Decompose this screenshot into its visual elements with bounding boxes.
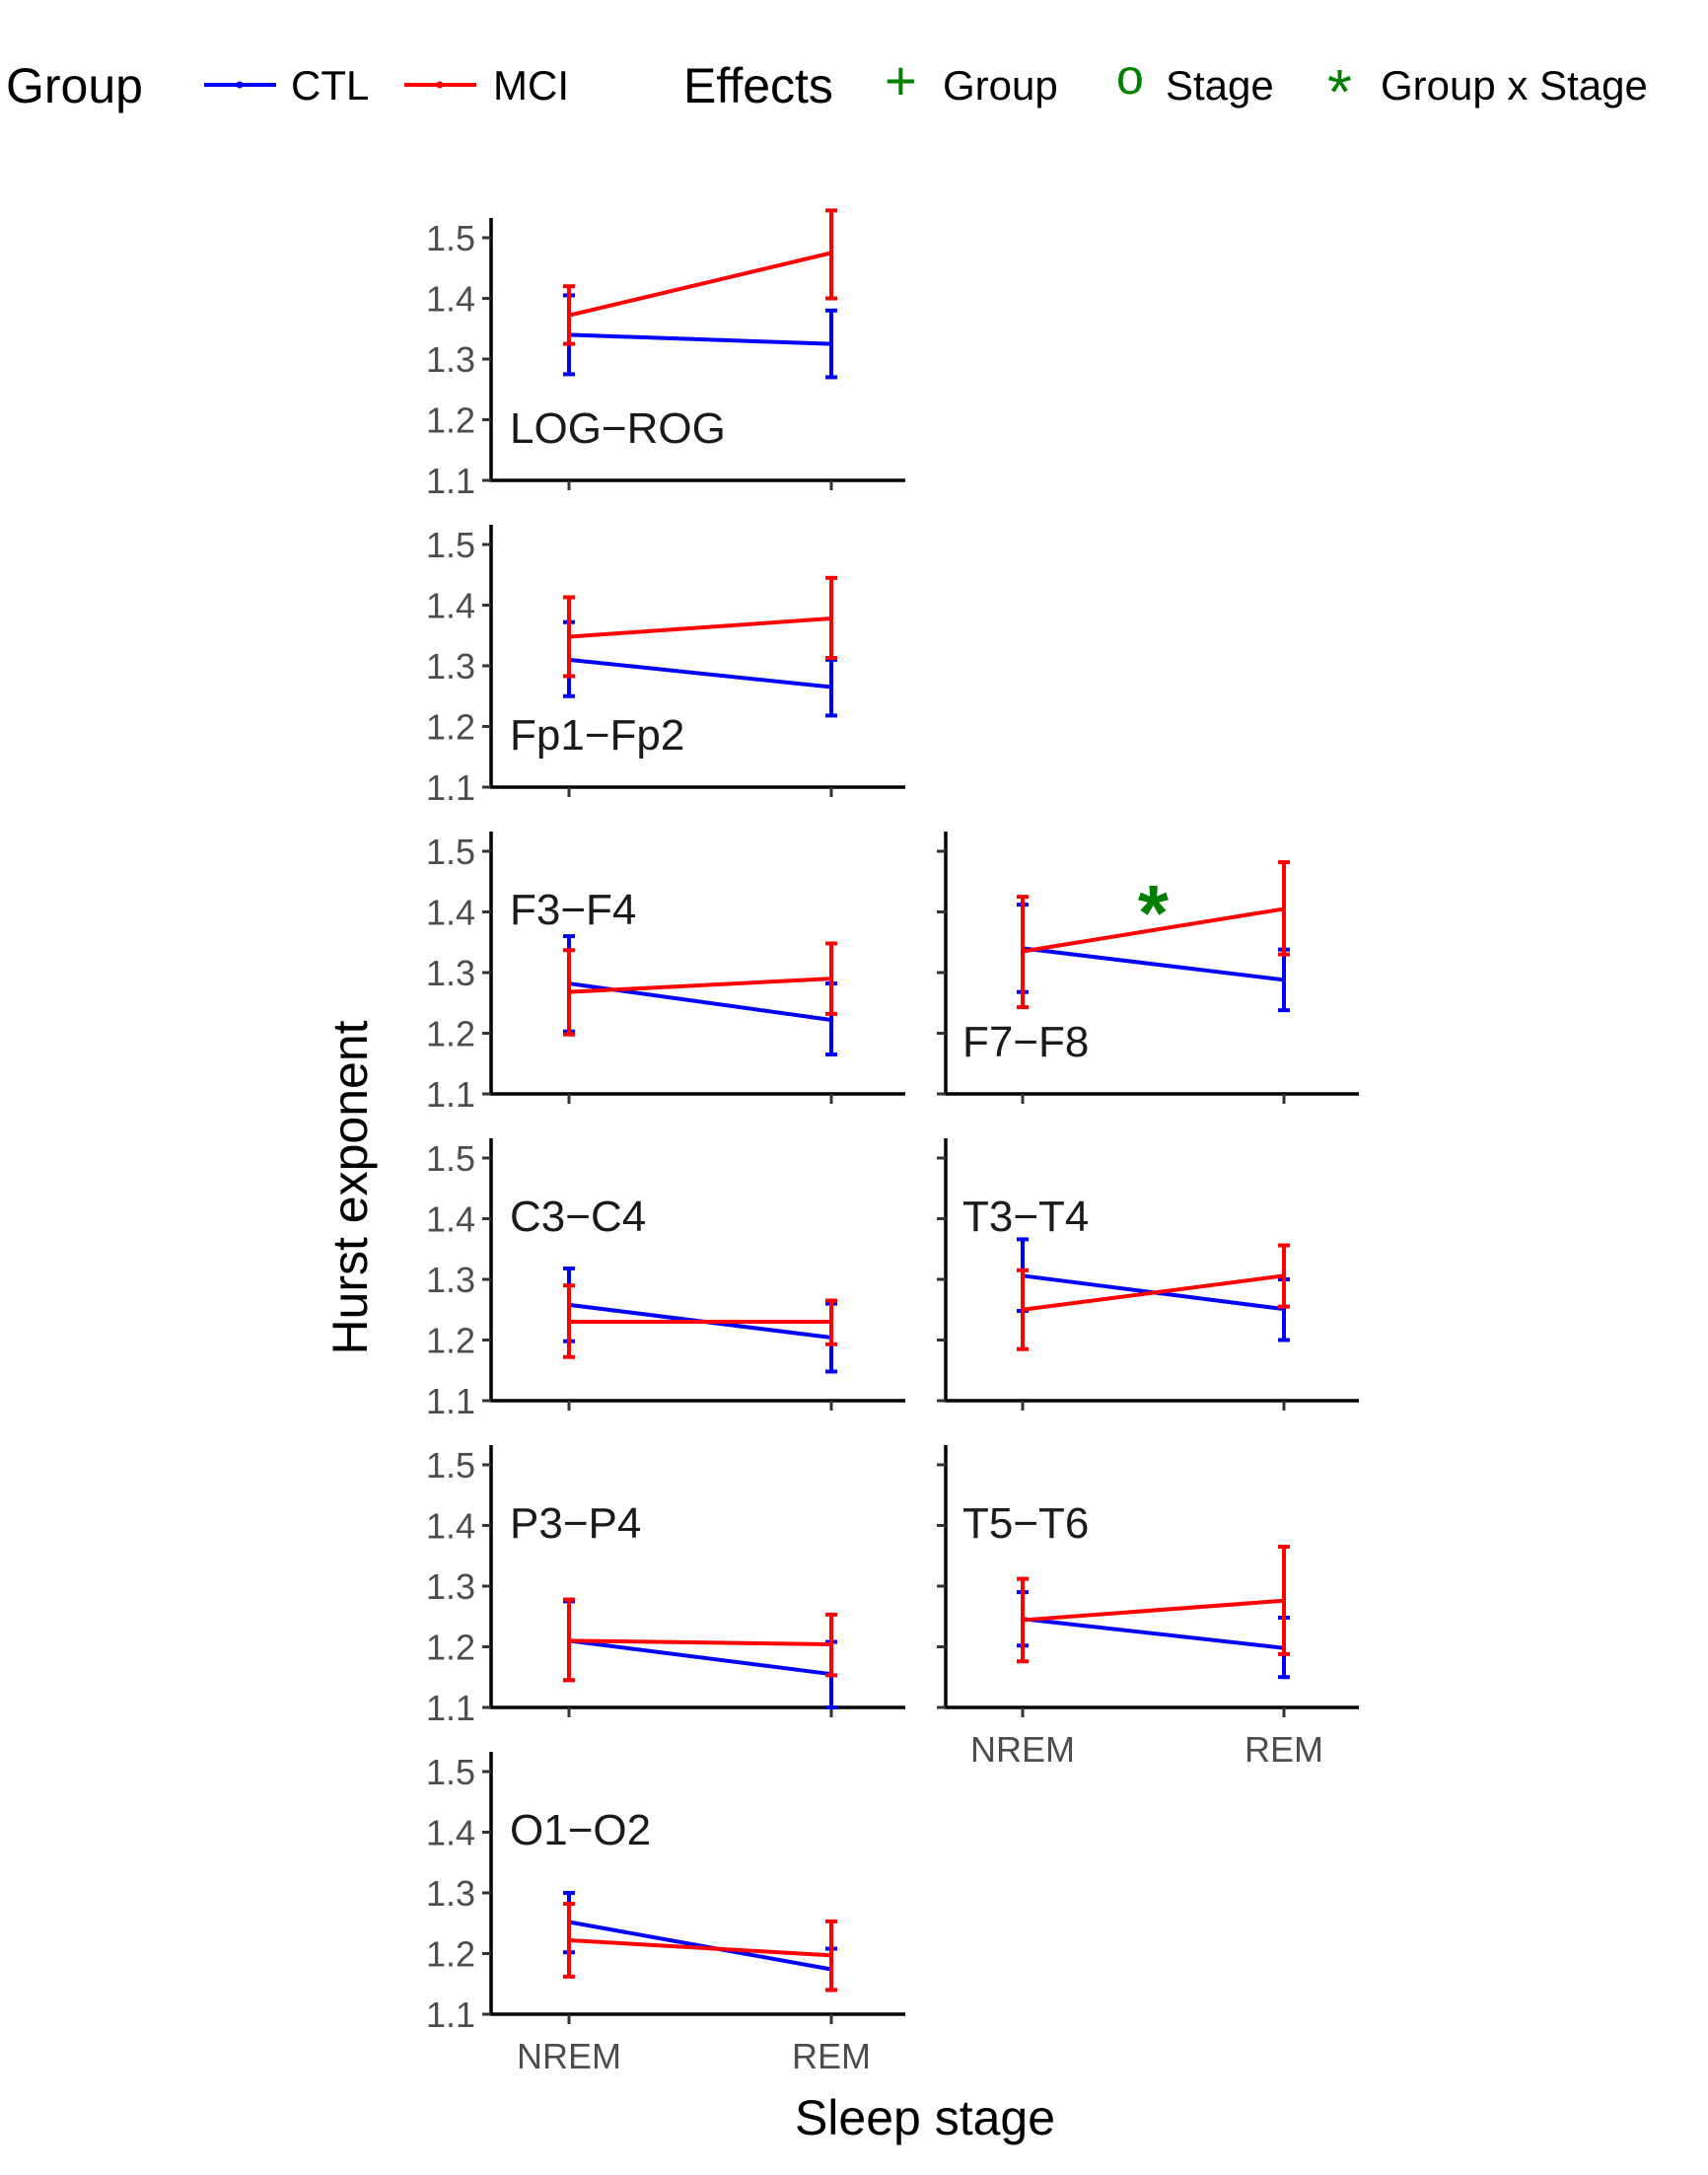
legend: Group CTL MCI Effects + Group o Stage * …	[6, 49, 1648, 127]
panel-f7-f8: F7−F8 *	[937, 832, 1359, 1104]
y-tick-label: 1.4	[426, 1813, 475, 1853]
y-tick-label: 1.5	[426, 1138, 475, 1179]
series-line	[1022, 1273, 1285, 1312]
legend-group-title: Group	[6, 58, 143, 113]
y-tick-label: 1.2	[426, 1628, 475, 1668]
panel-t5-t6: NREM REM T5−T6	[937, 1445, 1359, 1770]
panel-label: F3−F4	[510, 886, 636, 934]
y-tick-label: 1.3	[426, 1566, 475, 1607]
series-mci	[1017, 860, 1290, 1010]
series-ctl	[1017, 1237, 1290, 1342]
panel-label: P3−P4	[510, 1499, 641, 1548]
series-mci	[563, 1902, 837, 1993]
legend-interaction-effect-symbol: *	[1327, 56, 1352, 127]
y-tick-label: 1.3	[426, 1260, 475, 1300]
y-axis-title: Hurst exponent	[322, 1020, 378, 1354]
y-tick-label: 1.4	[426, 893, 475, 933]
legend-group-effect-label: Group	[943, 62, 1058, 109]
series-line	[1022, 906, 1285, 954]
panel-label: C3−C4	[510, 1193, 646, 1241]
y-tick-label: 1.3	[426, 339, 475, 380]
y-tick-label: 1.2	[426, 1014, 475, 1054]
y-tick-label: 1.3	[426, 1873, 475, 1914]
panel-label: T3−T4	[962, 1193, 1089, 1241]
legend-mci-label: MCI	[493, 62, 569, 109]
panel-label: O1−O2	[510, 1806, 651, 1854]
legend-ctl-key-point	[236, 81, 244, 89]
series-mci	[563, 1283, 837, 1359]
series-line	[568, 1937, 832, 1958]
series-mci	[1017, 1545, 1290, 1664]
series-mci	[1017, 1243, 1290, 1351]
panel-label: Fp1−Fp2	[510, 711, 684, 760]
y-tick-label: 1.1	[426, 1994, 475, 2035]
x-tick-label: NREM	[517, 2036, 621, 2076]
y-tick-label: 1.2	[426, 707, 475, 748]
x-axis-title: Sleep stage	[795, 2090, 1055, 2145]
y-tick-label: 1.2	[426, 1321, 475, 1361]
panel-label: F7−F8	[962, 1018, 1089, 1066]
series-ctl	[563, 1599, 837, 1709]
panel-fp1-fp2: 1.1 1.2 1.3 1.4 1.5 Fp1−Fp2	[426, 525, 905, 808]
x-tick-label: REM	[1245, 1729, 1323, 1770]
series-mci	[563, 575, 837, 679]
panel-c3-c4: 1.1 1.2 1.3 1.4 1.5 C3−C4	[426, 1138, 905, 1421]
y-tick-label: 1.1	[426, 1381, 475, 1421]
series-mci	[563, 941, 837, 1037]
series-mci	[563, 1597, 837, 1683]
y-tick-label: 1.5	[426, 525, 475, 565]
series-line	[568, 251, 832, 318]
y-tick-label: 1.5	[426, 832, 475, 872]
series-line	[568, 332, 832, 346]
legend-stage-effect-symbol: o	[1116, 49, 1144, 105]
y-tick-label: 1.1	[426, 767, 475, 808]
y-tick-label: 1.3	[426, 953, 475, 993]
legend-mci-key-point	[436, 81, 444, 89]
series-mci	[563, 208, 837, 346]
legend-interaction-effect-label: Group x Stage	[1381, 62, 1648, 109]
y-tick-label: 1.4	[426, 586, 475, 626]
y-tick-label: 1.2	[426, 400, 475, 441]
series-line	[568, 1638, 832, 1647]
series-line	[1022, 946, 1285, 982]
panel-log-rog: 1.1 1.2 1.3 1.4 1.5 LOG−ROG	[426, 208, 905, 501]
y-tick-label: 1.5	[426, 218, 475, 258]
y-tick-label: 1.3	[426, 646, 475, 687]
panel-o1-o2: 1.1 1.2 1.3 1.4 1.5 NREM REM O1−O2	[426, 1752, 905, 2076]
panels: 1.1 1.2 1.3 1.4 1.5 LOG−ROG 1.1 1.2 1.3 1.4 1.5 Fp1…	[426, 208, 1359, 2076]
y-tick-label: 1.5	[426, 1752, 475, 1792]
panel-f3-f4: 1.1 1.2 1.3 1.4 1.5 F3−F4	[426, 832, 905, 1115]
y-tick-label: 1.1	[426, 1688, 475, 1728]
legend-stage-effect-label: Stage	[1166, 62, 1274, 109]
panel-t3-t4: T3−T4	[937, 1138, 1359, 1411]
legend-ctl-label: CTL	[291, 62, 369, 109]
y-tick-label: 1.1	[426, 1074, 475, 1115]
legend-effects-title: Effects	[683, 58, 833, 113]
series-line	[568, 1920, 832, 1972]
series-ctl	[563, 934, 837, 1057]
x-tick-label: REM	[792, 2036, 871, 2076]
series-line	[1022, 1598, 1285, 1623]
y-tick-label: 1.4	[426, 279, 475, 320]
panel-label: T5−T6	[962, 1499, 1089, 1548]
series-line	[568, 616, 832, 639]
panel-p3-p4: 1.1 1.2 1.3 1.4 1.5 P3−P4	[426, 1445, 905, 1728]
panel-label: LOG−ROG	[510, 404, 726, 453]
series-line	[568, 1638, 832, 1677]
significance-marker: *	[1138, 869, 1170, 957]
series-line	[568, 977, 832, 994]
y-tick-label: 1.5	[426, 1445, 475, 1486]
y-tick-label: 1.4	[426, 1506, 475, 1547]
y-tick-label: 1.1	[426, 461, 475, 501]
series-line	[568, 657, 832, 689]
y-tick-label: 1.2	[426, 1934, 475, 1975]
series-line	[1022, 1617, 1285, 1650]
x-tick-label: NREM	[970, 1729, 1075, 1770]
y-tick-label: 1.4	[426, 1199, 475, 1240]
legend-group-effect-symbol: +	[885, 49, 917, 111]
